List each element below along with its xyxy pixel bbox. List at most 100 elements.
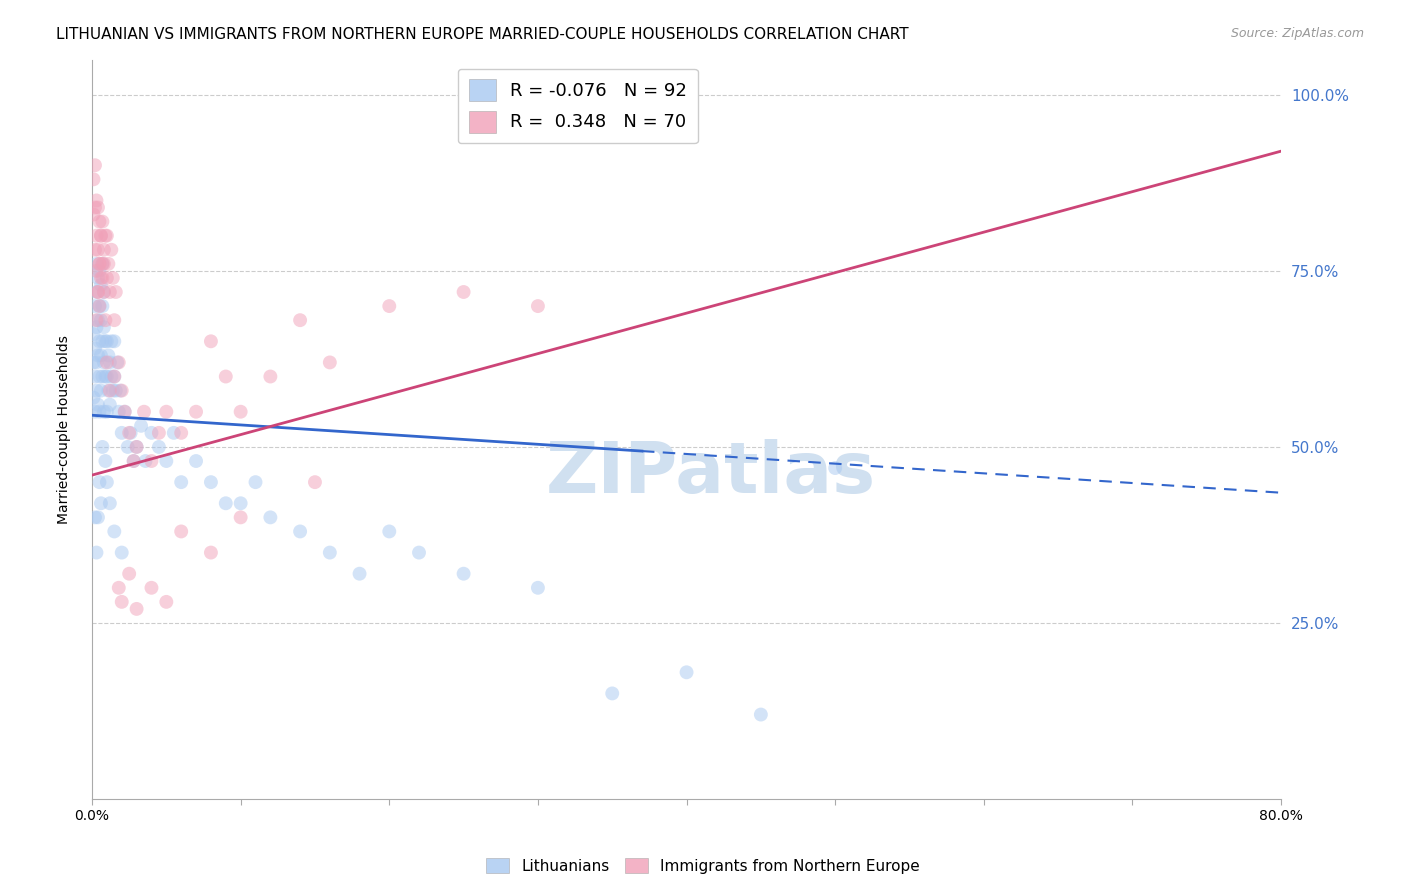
Point [245,475,267,490]
Point [89,369,111,384]
Point [96,228,118,243]
Point [93,285,115,299]
Point [84,243,107,257]
Point [155,405,177,419]
Point [101,384,124,398]
Legend: R = -0.076   N = 92, R =  0.348   N = 70: R = -0.076 N = 92, R = 0.348 N = 70 [458,69,697,144]
Point [107,405,129,419]
Text: ZIPatlas: ZIPatlas [546,439,876,508]
Point [141,454,163,468]
Point [84,299,107,313]
Point [94,313,117,327]
Point [103,369,125,384]
Point [100,334,122,349]
Point [98,496,121,510]
Point [453,285,475,299]
Point [91,257,114,271]
Point [408,545,430,559]
Point [87,348,110,362]
Point [103,313,125,327]
Point [111,595,134,609]
Point [97,348,120,362]
Point [104,285,127,299]
Point [259,510,281,524]
Point [90,348,112,362]
Point [103,334,125,349]
Point [229,496,252,510]
Point [184,454,207,468]
Point [90,277,112,292]
Point [84,158,107,172]
Point [93,405,115,419]
Point [89,299,111,313]
Point [104,384,127,398]
Point [101,271,124,285]
Point [155,454,177,468]
Text: Source: ZipAtlas.com: Source: ZipAtlas.com [1230,27,1364,40]
Point [114,405,136,419]
Point [87,243,110,257]
Point [87,201,110,215]
Y-axis label: Married-couple Households: Married-couple Households [58,334,72,524]
Point [141,581,163,595]
Point [118,566,141,581]
Point [100,369,122,384]
Point [89,257,111,271]
Point [86,545,108,559]
Point [96,405,118,419]
Point [93,243,115,257]
Point [90,228,112,243]
Point [90,271,112,285]
Point [86,313,108,327]
Point [89,299,111,313]
Point [96,475,118,490]
Point [91,440,114,454]
Point [98,285,121,299]
Point [114,405,136,419]
Point [170,475,193,490]
Point [200,334,222,349]
Point [229,405,252,419]
Point [453,566,475,581]
Point [90,313,112,327]
Point [111,545,134,559]
Point [87,313,110,327]
Point [103,524,125,539]
Point [87,271,110,285]
Point [155,595,177,609]
Point [100,243,122,257]
Point [91,214,114,228]
Point [184,405,207,419]
Point [86,384,108,398]
Point [288,524,311,539]
Point [304,475,326,490]
Point [93,320,115,334]
Point [83,391,105,405]
Point [98,384,121,398]
Point [229,510,252,524]
Point [93,257,115,271]
Point [94,369,117,384]
Point [91,369,114,384]
Point [125,440,148,454]
Point [86,257,108,271]
Point [94,334,117,349]
Point [170,524,193,539]
Point [89,257,111,271]
Point [141,425,163,440]
Point [83,327,105,342]
Point [89,475,111,490]
Point [91,334,114,349]
Point [90,384,112,398]
Point [129,418,152,433]
Point [125,602,148,616]
Point [110,384,132,398]
Point [215,496,238,510]
Point [90,496,112,510]
Point [96,271,118,285]
Point [111,425,134,440]
Point [378,524,401,539]
Point [86,264,108,278]
Point [259,369,281,384]
Point [91,271,114,285]
